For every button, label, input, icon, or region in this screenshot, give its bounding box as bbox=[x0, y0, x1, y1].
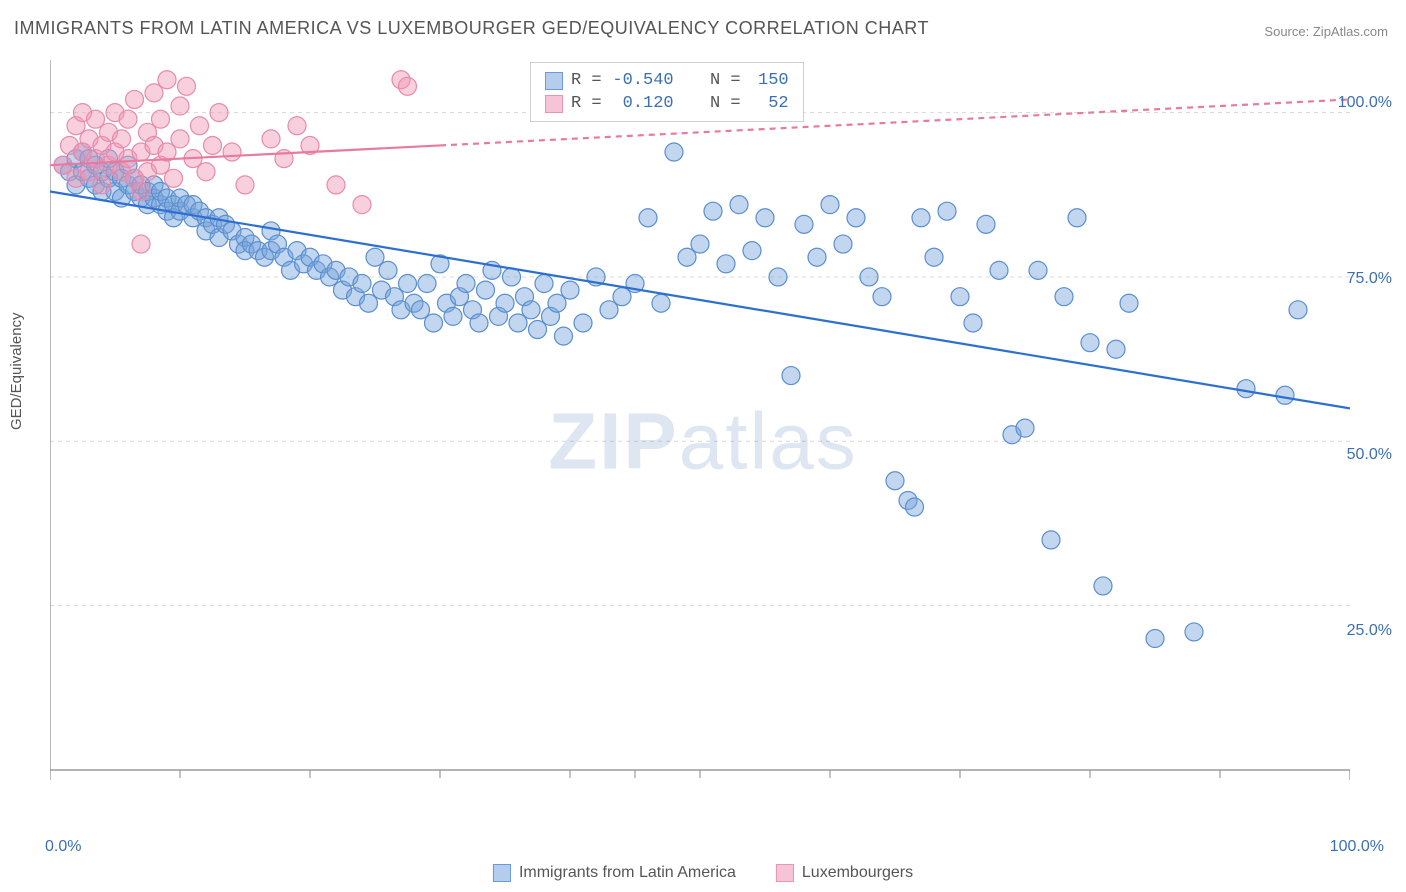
stats-swatch-lux bbox=[545, 95, 563, 113]
stats-n-label: N = bbox=[710, 94, 741, 113]
y-tick-label: 25.0% bbox=[1347, 622, 1392, 640]
source-value: ZipAtlas.com bbox=[1313, 24, 1388, 39]
stats-r-value: 0.120 bbox=[610, 94, 674, 113]
x-tick-label: 0.0% bbox=[45, 838, 81, 856]
chart-title: IMMIGRANTS FROM LATIN AMERICA VS LUXEMBO… bbox=[14, 18, 929, 39]
stats-n-value: 150 bbox=[749, 71, 789, 90]
stats-row-latin: R = -0.540 N = 150 bbox=[545, 69, 789, 92]
correlation-stats-box: R = -0.540 N = 150 R = 0.120 N = 52 bbox=[530, 62, 804, 122]
x-tick-label: 100.0% bbox=[1330, 838, 1384, 856]
stats-swatch-latin bbox=[545, 72, 563, 90]
source-attribution: Source: ZipAtlas.com bbox=[1264, 24, 1388, 39]
legend-swatch-lux bbox=[776, 864, 794, 882]
stats-r-value: -0.540 bbox=[610, 71, 674, 90]
y-tick-label: 100.0% bbox=[1338, 94, 1392, 112]
stats-row-lux: R = 0.120 N = 52 bbox=[545, 92, 789, 115]
y-tick-label: 50.0% bbox=[1347, 446, 1392, 464]
chart-container: IMMIGRANTS FROM LATIN AMERICA VS LUXEMBO… bbox=[0, 0, 1406, 892]
legend-item-lux: Luxembourgers bbox=[776, 864, 913, 882]
stats-r-label: R = bbox=[571, 94, 602, 113]
y-axis-label: GED/Equivalency bbox=[8, 312, 25, 430]
legend-item-latin: Immigrants from Latin America bbox=[493, 864, 736, 882]
legend-label: Immigrants from Latin America bbox=[519, 864, 736, 882]
legend-label: Luxembourgers bbox=[802, 864, 913, 882]
legend-swatch-latin bbox=[493, 864, 511, 882]
stats-r-label: R = bbox=[571, 71, 602, 90]
stats-n-label: N = bbox=[710, 71, 741, 90]
scatter-plot bbox=[50, 60, 1350, 800]
legend: Immigrants from Latin America Luxembourg… bbox=[493, 864, 913, 882]
source-label: Source: bbox=[1264, 24, 1309, 39]
stats-n-value: 52 bbox=[749, 94, 789, 113]
y-tick-label: 75.0% bbox=[1347, 270, 1392, 288]
